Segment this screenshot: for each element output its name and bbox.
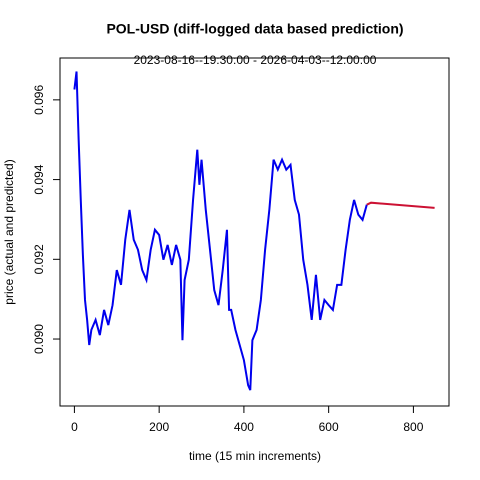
x-tick-label: 600 [319,420,339,434]
price-line [366,201,435,209]
y-tick-label: 0.092 [32,244,46,274]
x-tick-label: 200 [149,420,169,434]
chart-subtitle: 2023-08-16--19:30:00 - 2026-04-03--12:00… [134,53,377,67]
x-tick-label: 800 [403,420,423,434]
chart-title: POL-USD (diff-logged data based predicti… [106,21,403,37]
x-tick-label: 0 [71,420,78,434]
y-tick-label: 0.094 [32,164,46,194]
plot-frame [59,57,450,407]
x-tick-label: 400 [234,420,254,434]
y-tick-label: 0.090 [32,324,46,354]
x-axis-label: time (15 min increments) [189,449,321,463]
y-tick-label: 0.096 [32,85,46,115]
price-line [73,71,368,391]
y-axis-label: price (actual and predicted) [2,159,16,304]
